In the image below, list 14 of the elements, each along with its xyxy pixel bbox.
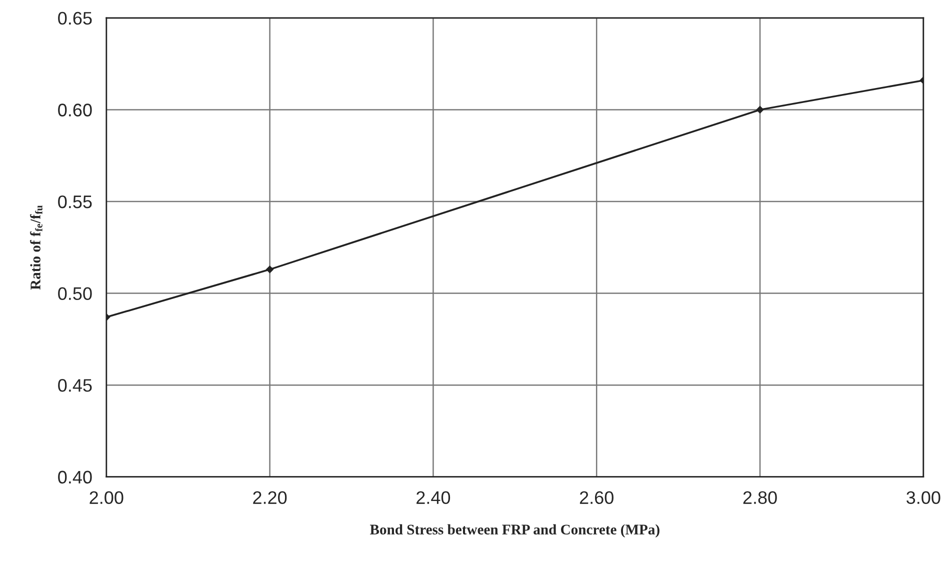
y-tick-label: 0.45	[58, 379, 92, 392]
y-tick-label: 0.40	[58, 470, 92, 484]
x-tick-label: 2.60	[580, 491, 614, 504]
x-axis-title: Bond Stress between FRP and Concrete (MPa)	[370, 524, 660, 538]
x-tick-label: 2.00	[90, 491, 124, 504]
y-axis-title: Ratio of f$_{fe}$/f$_{fu}$	[30, 205, 42, 290]
y-tick-label: 0.65	[58, 12, 92, 25]
x-tick-label: 3.00	[906, 491, 940, 504]
y-tick-label: 0.55	[58, 195, 92, 208]
x-tick-label: 2.80	[743, 491, 777, 504]
x-tick-label: 2.40	[416, 491, 450, 504]
x-tick-label: 2.20	[253, 491, 287, 504]
y-tick-label: 0.60	[58, 104, 92, 116]
y-tick-label: 0.50	[58, 287, 92, 300]
